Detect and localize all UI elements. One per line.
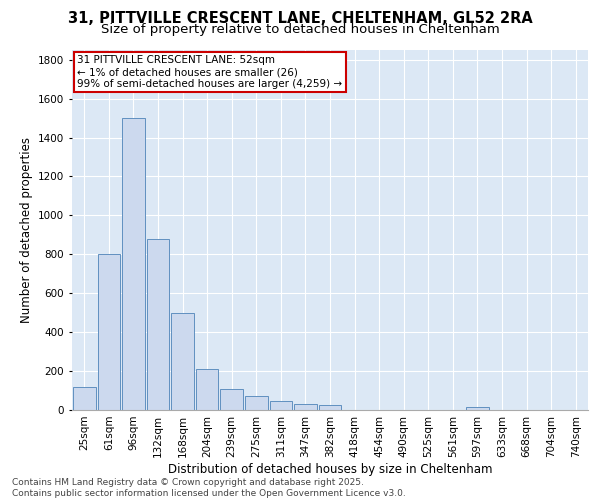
Bar: [220, 388, 243, 410]
Bar: [269, 401, 292, 410]
X-axis label: Distribution of detached houses by size in Cheltenham: Distribution of detached houses by size …: [168, 462, 492, 475]
Text: 31 PITTVILLE CRESCENT LANE: 52sqm
← 1% of detached houses are smaller (26)
99% o: 31 PITTVILLE CRESCENT LANE: 52sqm ← 1% o…: [77, 56, 342, 88]
Bar: [294, 404, 317, 410]
Bar: [196, 369, 218, 410]
Bar: [245, 396, 268, 410]
Text: 31, PITTVILLE CRESCENT LANE, CHELTENHAM, GL52 2RA: 31, PITTVILLE CRESCENT LANE, CHELTENHAM,…: [68, 11, 532, 26]
Bar: [146, 239, 169, 410]
Bar: [466, 407, 489, 410]
Text: Contains HM Land Registry data © Crown copyright and database right 2025.
Contai: Contains HM Land Registry data © Crown c…: [12, 478, 406, 498]
Y-axis label: Number of detached properties: Number of detached properties: [20, 137, 32, 323]
Bar: [171, 312, 194, 410]
Bar: [122, 118, 145, 410]
Text: Size of property relative to detached houses in Cheltenham: Size of property relative to detached ho…: [101, 22, 499, 36]
Bar: [98, 254, 120, 410]
Bar: [319, 405, 341, 410]
Bar: [73, 386, 95, 410]
